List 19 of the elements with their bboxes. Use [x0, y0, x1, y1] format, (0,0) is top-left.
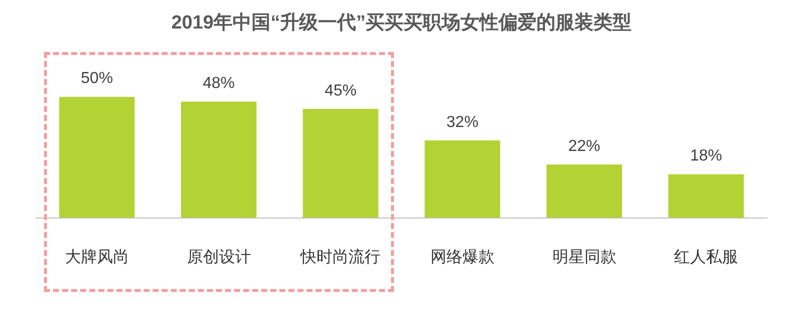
- bar: [59, 96, 135, 218]
- bar: [546, 164, 622, 218]
- chart-title: 2019年中国“升级一代”买买买职场女性偏爱的服装类型: [171, 12, 632, 34]
- data-label: 50%: [80, 70, 113, 88]
- x-tick-label: 网络爆款: [430, 248, 494, 266]
- bar: [668, 174, 744, 218]
- x-tick-label: 红人私服: [674, 248, 738, 266]
- x-tick-label: 大牌风尚: [64, 248, 129, 266]
- x-tick-label: 明星同款: [552, 248, 616, 266]
- bar: [302, 108, 378, 218]
- bar: [424, 140, 500, 218]
- bar: [180, 102, 257, 218]
- data-label: 18%: [690, 148, 722, 165]
- x-tick-label: 原创设计: [186, 248, 251, 266]
- data-label: 45%: [324, 82, 357, 100]
- data-label: 32%: [446, 114, 478, 131]
- x-tick-label: 快时尚流行: [300, 248, 381, 266]
- data-label: 22%: [568, 138, 600, 155]
- data-label: 48%: [202, 75, 235, 92]
